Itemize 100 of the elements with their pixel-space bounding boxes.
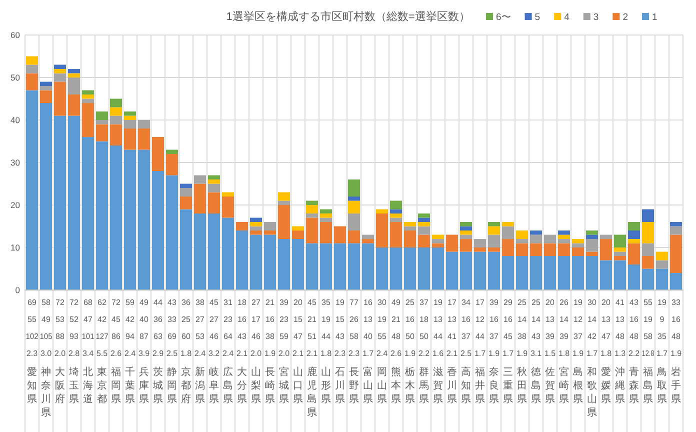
bar xyxy=(40,82,52,86)
bar xyxy=(124,112,136,116)
bar xyxy=(54,69,66,74)
bar xyxy=(194,175,206,184)
bar xyxy=(26,64,38,74)
x-tick-label: 21 16 38 1.9 長崎県 xyxy=(264,298,276,405)
bar xyxy=(362,243,374,290)
x-tick-label: 19 13 44 1.6 滋賀県 xyxy=(432,298,444,405)
x-tick-label: 62 42 127 5.5 東京都 xyxy=(96,298,110,405)
bar xyxy=(124,150,136,290)
bar xyxy=(194,184,206,214)
bar xyxy=(124,116,136,120)
x-tick-label: 59 42 94 2.4 千葉県 xyxy=(124,298,136,405)
x-tick-label: 43 16 48 2.2 青森県 xyxy=(628,298,640,405)
bar xyxy=(26,90,38,290)
bar xyxy=(82,94,94,99)
bar xyxy=(222,218,234,290)
bar xyxy=(82,103,94,137)
bar xyxy=(348,243,360,290)
x-tick-label: 45 21 51 2.1 鹿児島県 xyxy=(306,298,318,418)
x-tick-label: 20 13 47 1.8 愛媛県 xyxy=(600,298,612,405)
bar xyxy=(558,239,570,244)
bar xyxy=(656,252,668,260)
bar xyxy=(404,230,416,248)
bar xyxy=(320,222,332,244)
bar xyxy=(152,171,164,290)
x-tick-label: 17 13 41 2.1 香川県 xyxy=(446,298,458,405)
x-tick-label: 38 27 53 2.4 新潟県 xyxy=(194,298,206,405)
bar xyxy=(320,214,332,218)
x-tick-label: 27 17 46 2.0 山梨県 xyxy=(250,298,262,405)
bar xyxy=(418,226,430,235)
bar xyxy=(390,218,402,222)
bar xyxy=(264,222,276,230)
bar xyxy=(180,209,192,290)
bar xyxy=(26,56,38,65)
y-tick-label: 50 xyxy=(10,72,20,82)
bar xyxy=(586,252,598,256)
legend-label: 4 xyxy=(564,12,570,23)
bar xyxy=(110,107,122,116)
bar xyxy=(670,226,682,235)
bar xyxy=(166,154,178,176)
bar xyxy=(68,69,80,74)
bar xyxy=(40,90,52,103)
bar xyxy=(334,226,346,244)
bar xyxy=(516,256,528,290)
bar xyxy=(124,128,136,150)
bar xyxy=(502,239,514,256)
x-tick-label: 72 53 88 2.0 大阪府 xyxy=(54,298,66,405)
bar xyxy=(82,137,94,290)
bar xyxy=(544,256,556,290)
bar xyxy=(54,116,66,290)
bar xyxy=(432,243,444,248)
x-tick-label: 30 14 42 1.7 和歌山県 xyxy=(586,298,598,418)
bar xyxy=(502,256,514,290)
bar xyxy=(110,146,122,290)
bar xyxy=(474,252,486,290)
bar xyxy=(474,248,486,252)
bar xyxy=(376,214,388,248)
bar xyxy=(26,73,38,90)
bar xyxy=(418,214,430,218)
x-tick-label: 37 18 50 2.2 群馬県 xyxy=(418,298,430,405)
x-tick-label: 33 16 48 1.9 岩手県 xyxy=(670,298,682,405)
bar xyxy=(362,239,374,244)
bar xyxy=(628,222,640,230)
bar xyxy=(670,273,682,290)
x-tick-label: 31 23 64 2.4 広島県 xyxy=(222,298,234,405)
bar xyxy=(432,234,444,239)
bar xyxy=(628,239,640,244)
x-tick-label: 26 14 39 1.8 宮崎県 xyxy=(558,298,570,405)
bar xyxy=(320,243,332,290)
bar xyxy=(222,192,234,196)
bar xyxy=(530,230,542,235)
legend-label: 5 xyxy=(534,12,540,23)
bar xyxy=(348,180,360,196)
x-tick-label: 49 21 48 2.6 熊本県 xyxy=(390,298,402,405)
legend-label: 2 xyxy=(622,12,628,23)
x-tick-label: 18 16 43 2.1 大分県 xyxy=(236,298,248,405)
x-tick-label: 44 36 63 2.9 茨城県 xyxy=(152,298,164,405)
x-tick-label: 69 55 102 2.3 愛知県 xyxy=(26,298,40,405)
bar xyxy=(96,112,108,120)
bar xyxy=(250,230,262,235)
x-tick-label: 39 16 37 1.9 奈良県 xyxy=(488,298,500,405)
bar xyxy=(138,150,150,290)
bar xyxy=(530,243,542,256)
bar xyxy=(236,222,248,230)
bar xyxy=(390,248,402,290)
bar xyxy=(208,214,220,290)
bar xyxy=(180,184,192,188)
bar xyxy=(670,234,682,273)
bar xyxy=(278,200,290,205)
bar xyxy=(180,188,192,196)
bar xyxy=(516,230,528,239)
bar xyxy=(376,209,388,214)
bar xyxy=(292,239,304,290)
bar xyxy=(586,256,598,290)
bar xyxy=(54,73,66,82)
x-tick-label: 58 49 105 3.0 神奈川県 xyxy=(40,298,54,418)
bar xyxy=(40,86,52,90)
legend-label: 6〜 xyxy=(496,12,512,23)
bar xyxy=(544,234,556,244)
